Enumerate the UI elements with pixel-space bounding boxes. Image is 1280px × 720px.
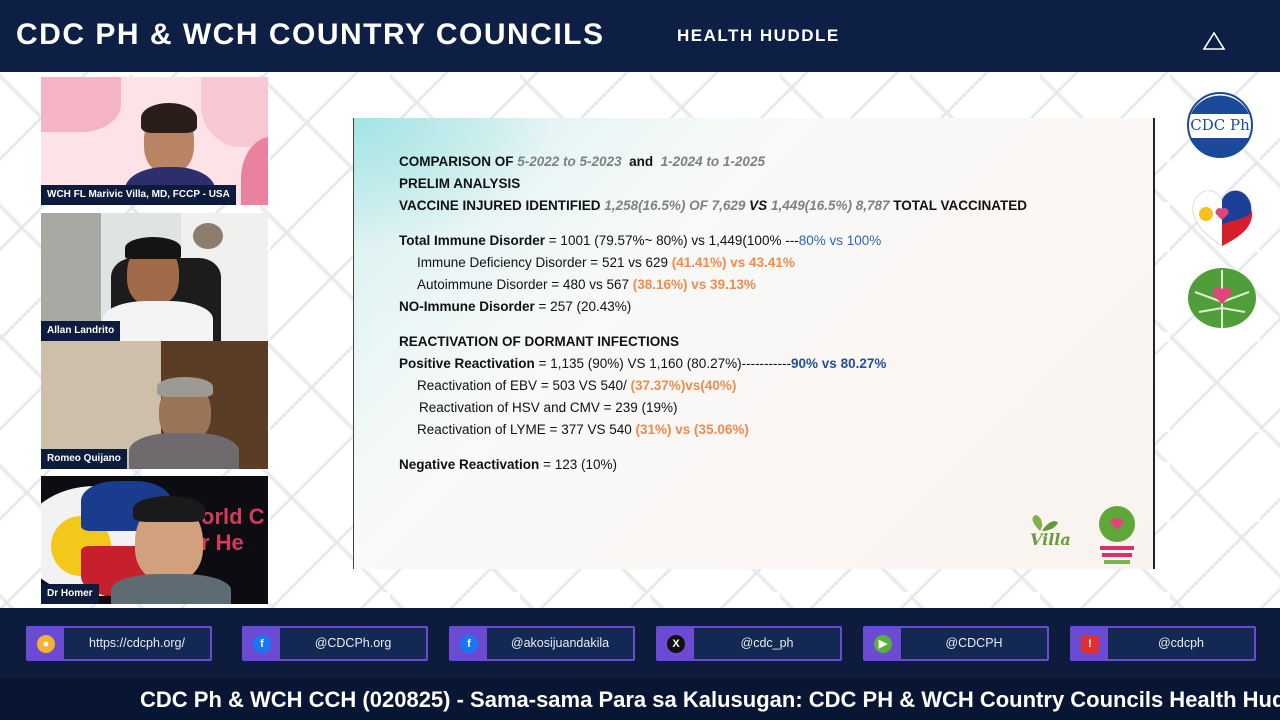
facebook-link-cdcph[interactable]: f @CDCPh.org: [242, 626, 428, 661]
vaccine-value-2: 1,449(16.5%) 8,787: [770, 198, 890, 213]
slide-content: COMPARISON OF 5-2022 to 5-2023 and 1-202…: [399, 151, 1027, 476]
no-immune-label: NO-Immune Disorder: [399, 299, 535, 314]
cdc-ph-logo: CDC Ph: [1187, 92, 1253, 158]
autoimmune-pct: (38.16%) vs 39.13%: [632, 277, 756, 292]
wch-florida-logo: [1099, 506, 1135, 564]
autoimmune-line: Autoimmune Disorder = 480 vs 567 (38.16%…: [399, 274, 1027, 296]
pill-icon-box: !: [1072, 628, 1108, 659]
social-link-text: @akosijuandakila: [510, 636, 610, 650]
autoimmune-text: Autoimmune Disorder = 480 vs 567: [417, 277, 629, 292]
positive-value: = 1,135 (90%) VS 1,160 (80.27%)---------…: [538, 356, 792, 371]
speaker-tile-3: Romeo Quijano: [41, 341, 268, 469]
philippine-heart-logo: [1192, 190, 1253, 247]
lyme-pct: (31%) vs (35.06%): [635, 422, 749, 437]
pill-icon-box: X: [658, 628, 694, 659]
negative-reactivation-line: Negative Reactivation = 123 (10%): [399, 454, 1027, 476]
ebv-line: Reactivation of EBV = 503 VS 540/ (37.37…: [399, 375, 1027, 397]
vaccine-injured-line: VACCINE INJURED IDENTIFIED 1,258(16.5%) …: [399, 195, 1027, 217]
cdc-logo-text: CDC Ph: [1190, 116, 1250, 134]
hsv-line: Reactivation of HSV and CMV = 239 (19%): [419, 400, 678, 415]
header-subtitle: HEALTH HUDDLE: [677, 26, 840, 45]
ticker-text: CDC Ph & WCH CCH (020825) - Sama-sama Pa…: [140, 687, 1280, 712]
social-link-text: https://cdcph.org/: [89, 636, 185, 650]
podcast-link[interactable]: ! @cdcph: [1070, 626, 1256, 661]
social-link-text: @CDCPh.org: [314, 636, 392, 650]
villa-leaf-logo: [1032, 515, 1058, 531]
total-immune-label: Total Immune Disorder: [399, 233, 546, 248]
x-link[interactable]: X @cdc_ph: [656, 626, 842, 661]
positive-label: Positive Reactivation: [399, 356, 535, 371]
presentation-slide: COMPARISON OF 5-2022 to 5-2023 and 1-202…: [353, 118, 1155, 569]
no-immune-value: = 257 (20.43%): [538, 299, 632, 314]
speaker-name: Romeo Quijano: [41, 449, 127, 469]
no-immune-line: NO-Immune Disorder = 257 (20.43%): [399, 296, 1027, 318]
speaker-tile-2: Allan Landrito: [41, 213, 268, 341]
x-icon: X: [667, 634, 685, 653]
pill-icon-box: ●: [28, 628, 64, 659]
podcast-icon: !: [1081, 634, 1099, 653]
speaker-name: WCH FL Marivic Villa, MD, FCCP - USA: [41, 185, 236, 205]
positive-reactivation-line: Positive Reactivation = 1,135 (90%) VS 1…: [399, 353, 1027, 375]
vaccine-value-1: 1,258(16.5%) OF 7,629: [604, 198, 746, 213]
prelim-line: PRELIM ANALYSIS: [399, 176, 521, 191]
triangle-icon: [1202, 31, 1226, 50]
positive-pct: 90% vs 80.27%: [791, 356, 887, 371]
immune-deficiency-text: Immune Deficiency Disorder = 521 vs 629: [417, 255, 668, 270]
speaker-name: Dr Homer: [41, 584, 99, 604]
tropical-leaf-logo: [1188, 268, 1256, 328]
villa-logo-text: Villa: [1030, 530, 1071, 549]
header-title: CDC PH & WCH COUNTRY COUNCILS: [16, 18, 605, 51]
rumble-icon: ▶: [874, 634, 892, 653]
immune-deficiency-line: Immune Deficiency Disorder = 521 vs 629 …: [399, 252, 1027, 274]
negative-value: = 123 (10%): [543, 457, 617, 472]
speaker-tile-1: WCH FL Marivic Villa, MD, FCCP - USA: [41, 77, 268, 205]
facebook-link-akosijuandakila[interactable]: f @akosijuandakila: [449, 626, 635, 661]
ebv-text: Reactivation of EBV = 503 VS 540/: [417, 378, 627, 393]
immune-deficiency-pct: (41.41%) vs 43.41%: [671, 255, 795, 270]
globe-icon: ●: [37, 634, 55, 653]
social-links-bar: ● https://cdcph.org/ f @CDCPh.org f @ako…: [0, 608, 1280, 678]
negative-label: Negative Reactivation: [399, 457, 540, 472]
comparison-prefix: COMPARISON OF: [399, 154, 514, 169]
speaker-name: Allan Landrito: [41, 321, 121, 341]
total-vaccinated: TOTAL VACCINATED: [893, 198, 1028, 213]
total-immune-pct: 80% vs 100%: [798, 233, 882, 248]
and-word: and: [629, 154, 654, 169]
rumble-link[interactable]: ▶ @CDCPH: [863, 626, 1049, 661]
period-2: 1-2024 to 1-2025: [660, 154, 765, 169]
social-link-text: @cdc_ph: [740, 636, 794, 650]
lyme-text: Reactivation of LYME = 377 VS 540: [417, 422, 632, 437]
vaccine-label: VACCINE INJURED IDENTIFIED: [399, 198, 601, 213]
facebook-icon: f: [253, 634, 271, 653]
social-link-text: @cdcph: [1157, 636, 1205, 650]
facebook-icon: f: [460, 634, 478, 653]
pill-icon-box: ▶: [865, 628, 901, 659]
period-1: 5-2022 to 5-2023: [517, 154, 622, 169]
pill-icon-box: f: [451, 628, 487, 659]
vs-word: VS: [749, 198, 768, 213]
ticker-bar: CDC Ph & WCH CCH (020825) - Sama-sama Pa…: [0, 678, 1280, 720]
slide-title-line: COMPARISON OF 5-2022 to 5-2023 and 1-202…: [399, 151, 1027, 173]
social-link-text: @CDCPH: [945, 636, 1003, 650]
pill-icon-box: f: [244, 628, 280, 659]
ebv-pct: (37.37%)vs(40%): [630, 378, 737, 393]
reactivation-heading: REACTIVATION OF DORMANT INFECTIONS: [399, 334, 679, 349]
total-immune-value: = 1001 (79.57%~ 80%) vs 1,449(100% ---: [548, 233, 799, 248]
lyme-line: Reactivation of LYME = 377 VS 540 (31%) …: [399, 419, 1027, 441]
website-link[interactable]: ● https://cdcph.org/: [26, 626, 212, 661]
header-bar: CDC PH & WCH COUNTRY COUNCILS HEALTH HUD…: [0, 0, 1280, 72]
total-immune-line: Total Immune Disorder = 1001 (79.57%~ 80…: [399, 230, 1027, 252]
